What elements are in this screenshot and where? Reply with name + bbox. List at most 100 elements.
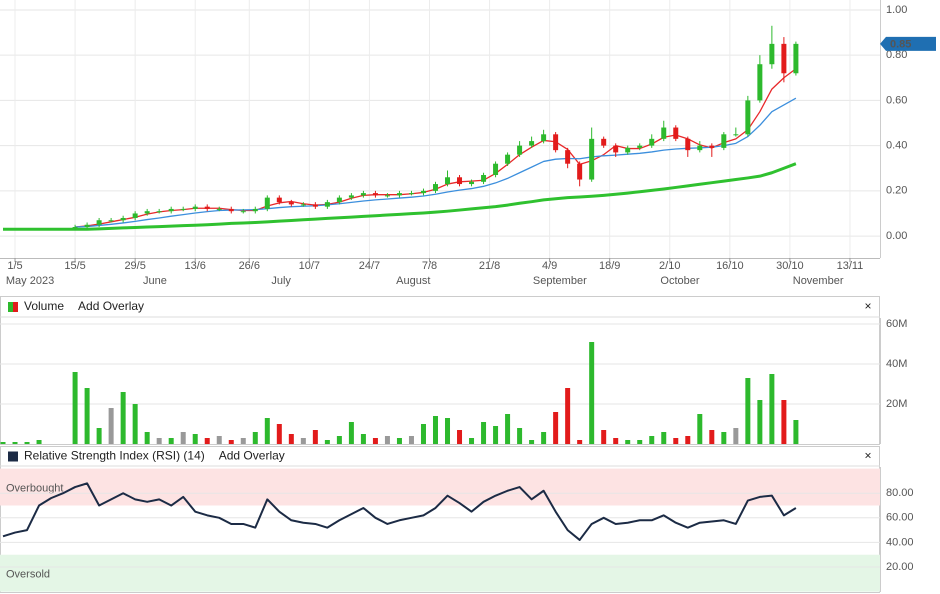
x-tick-label: 10/7 (299, 260, 320, 272)
candle-body (529, 141, 535, 146)
volume-bar (565, 388, 571, 444)
volume-bar (445, 418, 451, 444)
volume-bar (769, 374, 775, 444)
close-button[interactable]: × (864, 299, 871, 313)
volume-bar (432, 416, 438, 444)
candle-body (493, 163, 499, 176)
candle-body (457, 177, 463, 185)
volume-bar (324, 440, 330, 444)
candle-body (252, 208, 258, 212)
candle-body (745, 100, 751, 135)
candle-body (673, 127, 679, 139)
y-tick-label: 80.00 (886, 487, 914, 499)
x-tick-label: 26/6 (239, 260, 260, 272)
candle-body (445, 177, 451, 185)
panel-title: Relative Strength Index (RSI) (14) (24, 449, 205, 463)
volume-bar (577, 440, 583, 444)
candle-body (432, 184, 438, 191)
volume-bar (0, 442, 6, 444)
volume-bar (649, 436, 655, 444)
candle-body (481, 175, 487, 182)
panel-frame (0, 296, 880, 445)
volume-bar (781, 400, 787, 444)
candle-body (577, 163, 583, 180)
y-tick-label: 60.00 (886, 512, 914, 524)
volume-bar (553, 412, 559, 444)
candle-body (300, 204, 306, 206)
candle-body (709, 145, 715, 148)
candle-body (697, 145, 703, 151)
volume-bar (144, 432, 150, 444)
candle-body (733, 134, 739, 136)
volume-bar (685, 436, 691, 444)
x-tick-label: 13/6 (185, 260, 206, 272)
volume-bar (493, 426, 499, 444)
volume-bar (228, 440, 234, 444)
volume-bar (396, 438, 402, 444)
volume-bar (601, 430, 607, 444)
volume-bar (72, 372, 78, 444)
volume-bar (312, 430, 318, 444)
volume-bar (264, 418, 270, 444)
candle-body (276, 197, 282, 203)
candle-body (781, 43, 787, 74)
volume-bar (336, 436, 342, 444)
moving-average-line (75, 97, 797, 228)
volume-bar (108, 408, 114, 444)
price-tag-label: 0.85 (890, 38, 911, 50)
y-tick-label: 0.40 (886, 140, 907, 152)
candle-body (360, 193, 366, 196)
band (0, 468, 880, 506)
legend-icon (8, 302, 13, 312)
candle-body (192, 206, 198, 209)
x-tick-label: 13/11 (837, 260, 864, 272)
candle-body (156, 211, 162, 213)
month-label: October (660, 275, 699, 287)
x-tick-label: 4/9 (542, 260, 557, 272)
x-tick-label: 24/7 (359, 260, 380, 272)
candle-body (132, 213, 138, 218)
candle-body (565, 150, 571, 164)
volume-bar (541, 432, 547, 444)
volume-bar (252, 432, 258, 444)
candle-body (469, 181, 475, 185)
candle-body (108, 220, 114, 222)
y-tick-label: 60M (886, 318, 907, 330)
volume-bar (288, 434, 294, 444)
volume-bar (300, 438, 306, 444)
x-tick-label: 21/8 (479, 260, 500, 272)
candle-body (204, 206, 210, 209)
y-tick-label: 0.80 (886, 49, 907, 61)
volume-bar (709, 430, 715, 444)
volume-bar (613, 438, 619, 444)
x-tick-label: 16/10 (716, 260, 744, 272)
candle-body (649, 138, 655, 146)
candle-body (541, 134, 547, 142)
volume-bar (697, 414, 703, 444)
price-tag-arrow (880, 36, 886, 51)
volume-bar (420, 424, 426, 444)
y-tick-label: 40.00 (886, 536, 914, 548)
volume-bar (360, 434, 366, 444)
close-button[interactable]: × (864, 449, 871, 463)
candle-body (120, 217, 126, 221)
candle-body (96, 220, 102, 225)
moving-average-line (3, 162, 797, 231)
volume-bar (84, 388, 90, 444)
x-tick-label: 7/8 (422, 260, 437, 272)
volume-bar (180, 432, 186, 444)
y-tick-label: 20M (886, 398, 907, 410)
volume-bar (36, 440, 42, 444)
month-label: May 2023 (6, 275, 54, 287)
candle-body (505, 154, 511, 164)
month-label: June (143, 275, 167, 287)
volume-bar (757, 400, 763, 444)
volume-bar (12, 442, 18, 444)
candle-body (601, 138, 607, 146)
y-tick-label: 0.00 (886, 230, 907, 242)
candle-body (685, 138, 691, 151)
add-overlay-button[interactable]: Add Overlay (78, 299, 144, 313)
add-overlay-button[interactable]: Add Overlay (219, 449, 285, 463)
candle-body (72, 227, 78, 229)
